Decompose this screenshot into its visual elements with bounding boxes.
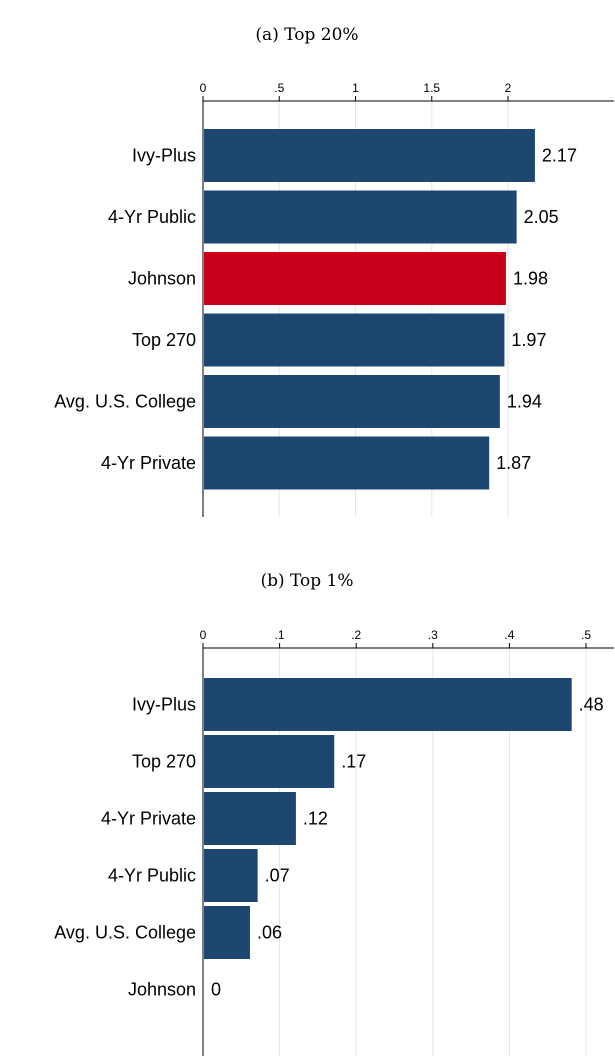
value-label: 0 — [211, 980, 221, 1000]
x-tick-label: .5 — [581, 628, 591, 642]
panel-title: (a) Top 20% — [255, 25, 358, 45]
category-label: 4-Yr Public — [108, 866, 196, 886]
category-label: Ivy-Plus — [132, 146, 196, 166]
bar — [204, 735, 335, 788]
bar — [204, 190, 517, 244]
x-tick-label: .1 — [275, 628, 285, 642]
value-label: .07 — [265, 866, 290, 886]
category-label: Avg. U.S. College — [54, 392, 196, 412]
x-tick-label: .5 — [274, 81, 284, 95]
x-tick-label: 1 — [352, 81, 359, 95]
chart-panel-1: (a) Top 20% 0 .5 1 1.5 2 Ivy-Plus 2.17 4-Yr Publ… — [54, 25, 614, 517]
bar — [204, 849, 258, 902]
category-label: Top 270 — [132, 330, 196, 350]
value-label: 1.97 — [511, 330, 546, 350]
category-label: 4-Yr Private — [101, 809, 196, 829]
category-label: 4-Yr Public — [108, 207, 196, 227]
category-label: Johnson — [128, 269, 196, 289]
category-label: Top 270 — [132, 752, 196, 772]
value-label: 2.17 — [542, 146, 577, 166]
chart-panel-2: (b) Top 1% 0 .1 .2 .3 .4 .5 Ivy-Plus .48 Top 270.… — [54, 571, 614, 1056]
value-label: 2.05 — [524, 207, 559, 227]
value-label: 1.94 — [507, 392, 542, 412]
bar — [204, 375, 500, 428]
x-tick-label: 0 — [200, 81, 207, 95]
value-label: .48 — [579, 695, 604, 715]
x-tick-label: 1.5 — [423, 81, 440, 95]
category-label: Ivy-Plus — [132, 695, 196, 715]
category-label: 4-Yr Private — [101, 453, 196, 473]
bar — [204, 678, 572, 731]
bar — [204, 906, 250, 959]
value-label: .12 — [303, 809, 328, 829]
x-tick-label: .3 — [428, 628, 438, 642]
x-tick-label: 2 — [505, 81, 512, 95]
bar — [204, 252, 506, 305]
bar — [204, 313, 505, 367]
category-label: Avg. U.S. College — [54, 923, 196, 943]
bar — [204, 129, 535, 182]
bar — [204, 792, 296, 845]
x-tick-label: 0 — [200, 628, 207, 642]
value-label: .06 — [257, 923, 282, 943]
x-tick-label: .2 — [351, 628, 361, 642]
value-label: 1.98 — [513, 269, 548, 289]
value-label: .17 — [341, 752, 366, 772]
panel-title: (b) Top 1% — [260, 571, 353, 591]
bar — [204, 436, 490, 490]
x-tick-label: .4 — [504, 628, 514, 642]
value-label: 1.87 — [496, 453, 531, 473]
category-label: Johnson — [128, 980, 196, 1000]
